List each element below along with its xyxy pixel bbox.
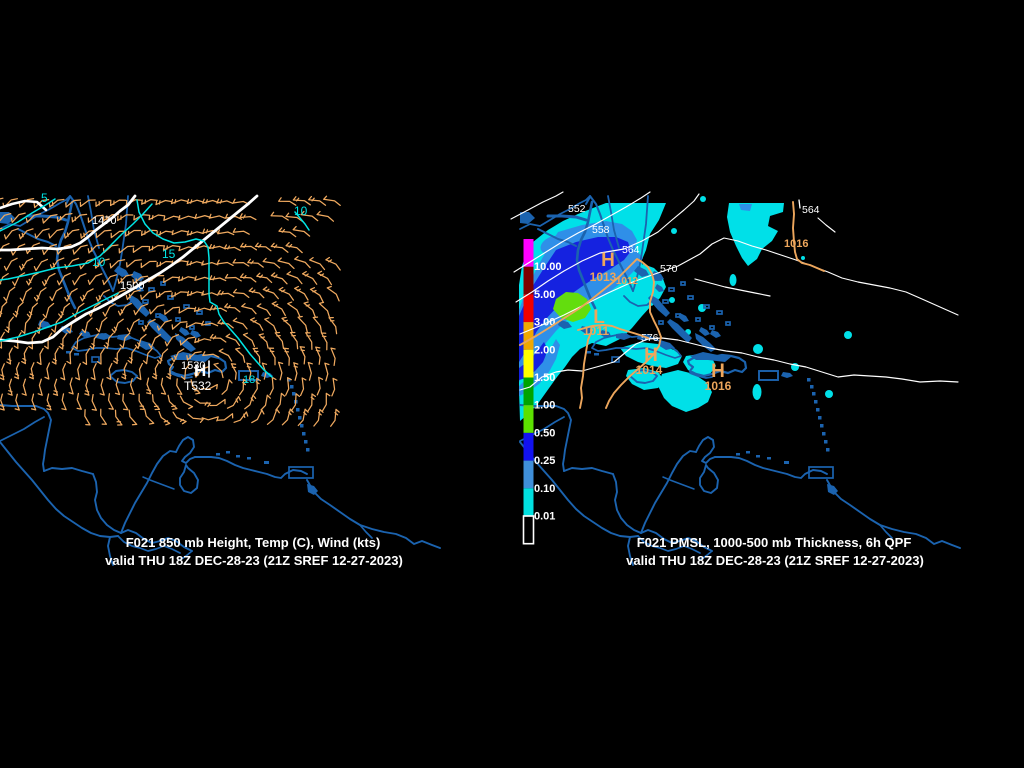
svg-text:1014: 1014	[636, 363, 663, 377]
svg-text:1013: 1013	[590, 270, 617, 284]
svg-text:552: 552	[568, 203, 586, 215]
svg-text:L: L	[593, 307, 605, 328]
svg-text:1500: 1500	[120, 280, 144, 292]
svg-text:valid THU 18Z DEC-28-23 (21Z S: valid THU 18Z DEC-28-23 (21Z SREF 12-27-…	[626, 553, 924, 568]
svg-text:0.25: 0.25	[534, 455, 555, 467]
svg-text:10: 10	[294, 204, 308, 218]
svg-text:2.00: 2.00	[534, 344, 555, 356]
svg-text:0.01: 0.01	[534, 511, 555, 523]
svg-text:10: 10	[92, 255, 106, 269]
svg-text:1470: 1470	[92, 215, 116, 227]
svg-text:1011: 1011	[583, 324, 609, 338]
svg-text:T532: T532	[184, 379, 212, 393]
svg-text:5: 5	[41, 191, 48, 205]
svg-text:0.10: 0.10	[534, 483, 555, 495]
svg-text:10.00: 10.00	[534, 261, 562, 273]
svg-text:valid THU 18Z DEC-28-23 (21Z S: valid THU 18Z DEC-28-23 (21Z SREF 12-27-…	[105, 553, 403, 568]
svg-text:576: 576	[641, 332, 659, 344]
svg-text:H: H	[194, 361, 206, 380]
svg-text:0.50: 0.50	[534, 427, 555, 439]
svg-text:1016: 1016	[705, 379, 732, 393]
svg-text:1016: 1016	[784, 238, 808, 250]
svg-text:1530: 1530	[181, 360, 205, 372]
svg-text:H: H	[601, 250, 615, 271]
svg-text:H: H	[711, 361, 725, 382]
svg-text:H: H	[644, 345, 658, 366]
svg-text:5.00: 5.00	[534, 289, 555, 301]
svg-text:564: 564	[802, 204, 820, 216]
svg-text:18: 18	[243, 374, 255, 386]
svg-text:F021 850 mb Height, Temp (C),: F021 850 mb Height, Temp (C), Wind (kts)	[126, 535, 381, 550]
svg-text:1.00: 1.00	[534, 400, 555, 412]
svg-text:1.50: 1.50	[534, 372, 555, 384]
svg-text:570: 570	[660, 263, 678, 275]
svg-text:558: 558	[592, 224, 610, 236]
svg-text:1012: 1012	[616, 276, 639, 287]
svg-text:F021 PMSL, 1000-500 mb Thickne: F021 PMSL, 1000-500 mb Thickness, 6h QPF	[637, 535, 912, 550]
svg-text:564: 564	[622, 244, 640, 256]
svg-text:15: 15	[162, 247, 176, 261]
